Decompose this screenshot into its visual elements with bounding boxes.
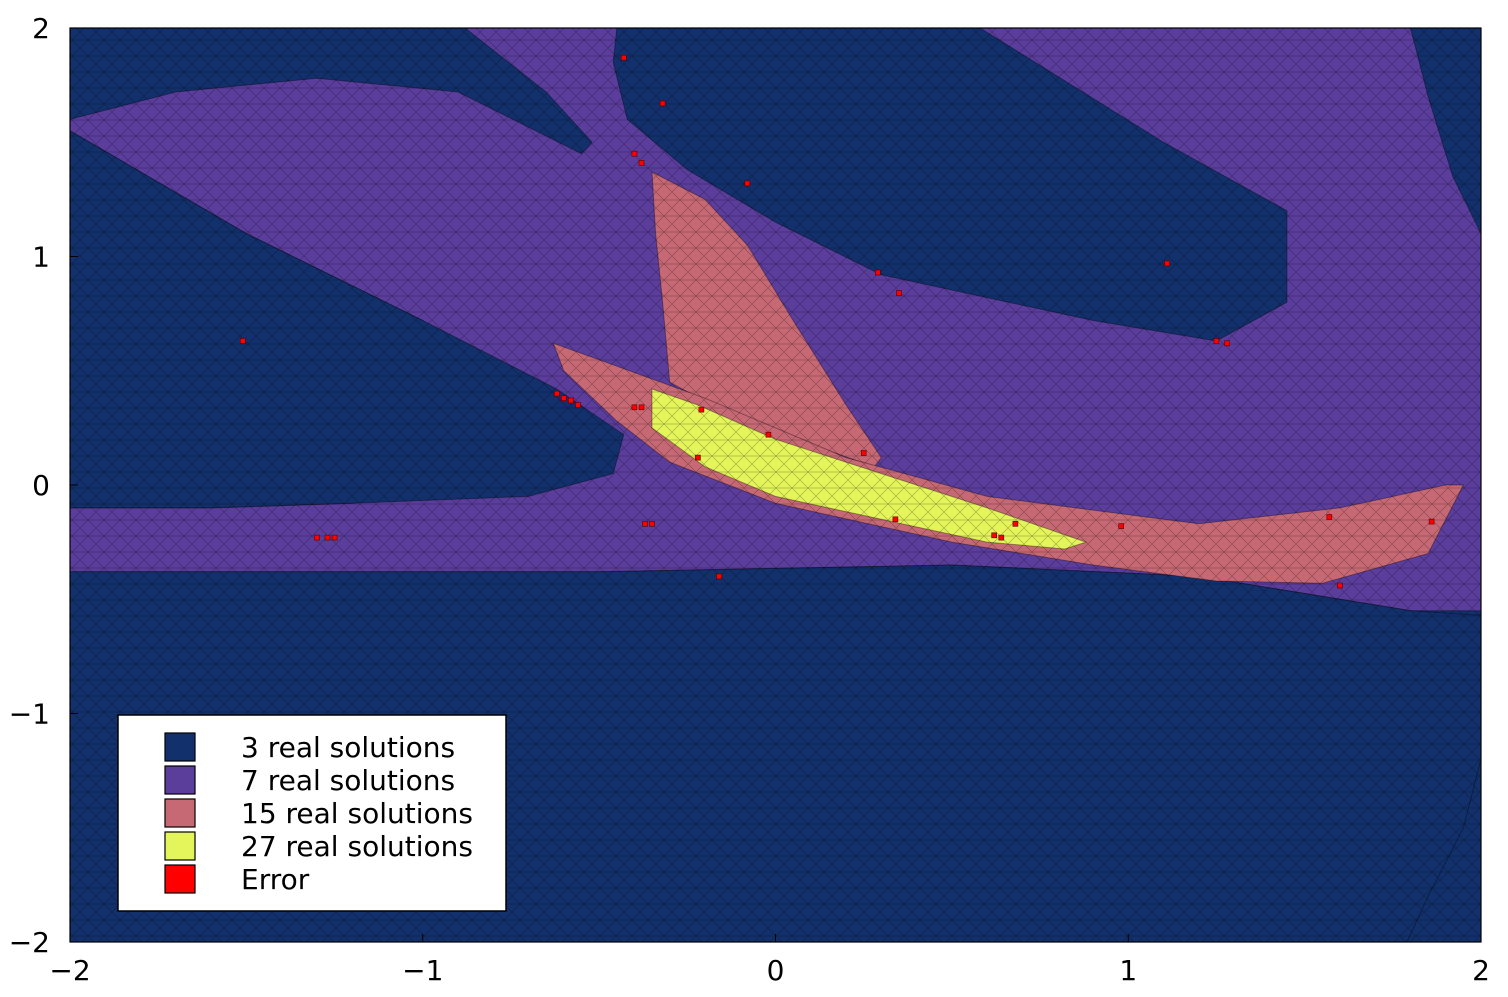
error-point — [1224, 340, 1230, 347]
y-axis-ticks: 2 1 0 −1 −2 — [9, 12, 78, 959]
error-point — [631, 404, 638, 411]
error-point — [240, 338, 246, 344]
error-points — [240, 54, 1435, 589]
error-point — [1164, 260, 1170, 267]
x-axis-ticks: −2 −1 0 1 2 — [49, 934, 1490, 987]
legend-swatch — [164, 831, 196, 861]
error-point — [1428, 518, 1435, 525]
error-point — [874, 269, 881, 276]
error-point — [331, 534, 338, 541]
error-point — [620, 54, 627, 61]
legend-swatch — [164, 864, 196, 894]
error-point — [695, 454, 701, 461]
y-tick-label: 2 — [32, 12, 50, 45]
x-tick-label: −2 — [49, 954, 90, 987]
y-tick-label: 1 — [32, 241, 50, 274]
legend-label: Error — [241, 863, 310, 896]
legend-swatch — [164, 765, 196, 795]
error-point — [1213, 338, 1220, 344]
error-point — [631, 150, 638, 157]
error-point — [860, 450, 867, 456]
legend-label: 15 real solutions — [241, 797, 473, 830]
error-point — [659, 100, 666, 107]
y-tick-label: 0 — [32, 469, 50, 502]
error-point — [998, 534, 1005, 541]
y-tick-label: −1 — [9, 698, 50, 731]
legend-label: 7 real solutions — [241, 764, 455, 797]
error-point — [575, 402, 581, 408]
error-point — [314, 534, 320, 541]
error-point — [638, 160, 645, 166]
error-point — [553, 390, 560, 397]
error-point — [892, 516, 899, 523]
error-point — [698, 406, 705, 413]
legend-label: 27 real solutions — [241, 830, 473, 863]
error-point — [642, 520, 648, 527]
error-point — [568, 397, 574, 404]
legend-swatch — [164, 732, 196, 762]
error-point — [716, 573, 722, 580]
y-tick-label: −2 — [9, 926, 50, 959]
error-point — [1118, 523, 1124, 529]
error-point — [1326, 514, 1333, 520]
x-tick-label: 1 — [1119, 954, 1137, 987]
error-point — [991, 532, 998, 539]
x-tick-label: 2 — [1472, 954, 1490, 987]
legend-label: 3 real solutions — [241, 731, 455, 764]
error-point — [765, 431, 772, 438]
error-point — [324, 534, 331, 541]
error-point — [638, 404, 645, 411]
x-tick-label: −1 — [402, 954, 443, 987]
x-tick-label: 0 — [767, 954, 785, 987]
error-point — [1337, 582, 1343, 589]
error-point — [1012, 520, 1019, 527]
legend-swatch — [164, 798, 196, 828]
error-point — [560, 395, 567, 402]
error-point — [744, 180, 751, 187]
error-point — [896, 290, 902, 296]
error-point — [649, 520, 655, 527]
plot-area — [70, 28, 1481, 942]
